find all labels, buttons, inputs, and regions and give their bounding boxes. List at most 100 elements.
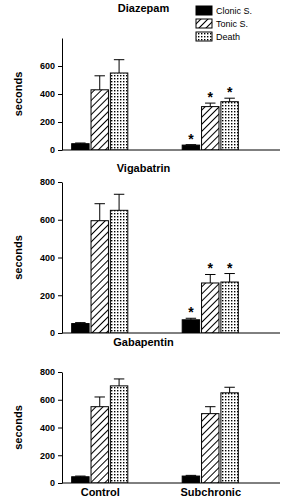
tick-mark xyxy=(58,258,62,259)
tick: 0 xyxy=(50,328,62,338)
tick: 600 xyxy=(40,395,62,405)
tick-label: 200 xyxy=(40,291,55,301)
title: Diazepam xyxy=(118,2,170,14)
error-bar xyxy=(95,76,105,90)
bar xyxy=(182,476,199,483)
tick-label: 800 xyxy=(40,367,55,377)
tick-mark xyxy=(58,428,62,429)
tick-mark xyxy=(58,295,62,296)
y-axis-title: seconds xyxy=(12,72,24,117)
tick-label: 200 xyxy=(40,451,55,461)
error-cap xyxy=(75,322,85,323)
y-axis-title: seconds xyxy=(12,235,24,280)
bar xyxy=(72,477,89,483)
error-line xyxy=(229,387,230,393)
tick-mark xyxy=(58,400,62,401)
plot-area xyxy=(72,379,239,483)
axis-line xyxy=(62,333,280,334)
panel: Diazepamseconds***0200400600Clonic S.Ton… xyxy=(12,2,280,155)
tick-label: 400 xyxy=(40,423,55,433)
error-cap xyxy=(186,475,196,476)
bar xyxy=(91,221,108,333)
y-axis: 0200400600 xyxy=(40,39,63,156)
error-cap xyxy=(114,59,124,60)
tick-label: 600 xyxy=(40,395,55,405)
tick: 200 xyxy=(40,451,62,461)
annotation: * xyxy=(188,131,194,147)
tick: 800 xyxy=(40,367,62,377)
tick-label: 0 xyxy=(50,145,55,155)
error-bar xyxy=(224,387,234,393)
tick: Subchronic xyxy=(181,486,242,498)
legend-label: Tonic S. xyxy=(216,19,248,29)
error-cap xyxy=(224,387,234,388)
annotation: * xyxy=(227,260,233,276)
error-bar xyxy=(114,60,124,73)
tick-mark xyxy=(58,455,62,456)
error-bar xyxy=(186,475,196,477)
error-bar xyxy=(75,322,85,324)
title: Gabapentin xyxy=(113,336,174,348)
x-axis: Control Subchronic xyxy=(62,483,280,498)
tick-label: 400 xyxy=(40,89,55,99)
axis-line xyxy=(62,150,280,151)
annotation: * xyxy=(188,304,194,320)
plot-area xyxy=(72,60,239,150)
legend-swatch xyxy=(196,32,212,41)
title: Vigabatrin xyxy=(117,162,171,174)
error-line xyxy=(210,407,211,414)
tick: 600 xyxy=(40,215,62,225)
error-cap xyxy=(75,143,85,144)
y-axis: 0200400600800 xyxy=(40,177,63,338)
tick-label: 400 xyxy=(40,253,55,263)
annotation: * xyxy=(208,89,214,105)
tick-mark xyxy=(58,483,62,484)
error-cap xyxy=(95,396,105,397)
legend-swatch xyxy=(196,6,212,15)
bar xyxy=(110,73,127,150)
error-line xyxy=(119,379,120,386)
tick: 200 xyxy=(40,117,62,127)
error-line xyxy=(99,76,100,90)
y-axis: 0 200 400 600 800 xyxy=(40,367,63,488)
error-cap xyxy=(95,75,105,76)
x-axis xyxy=(62,150,280,151)
plot-area xyxy=(72,194,239,333)
figure: Diazepamseconds***0200400600Clonic S.Ton… xyxy=(0,0,287,500)
tick-mark xyxy=(58,122,62,123)
tick-label: 600 xyxy=(40,215,55,225)
annotation: * xyxy=(227,84,233,100)
tick-label: 0 xyxy=(50,478,55,488)
tick-mark xyxy=(58,220,62,221)
bar xyxy=(182,320,199,333)
tick-mark xyxy=(58,333,62,334)
y-axis-title: seconds xyxy=(12,405,24,450)
legend-label: Death xyxy=(216,32,240,42)
tick-label: 200 xyxy=(40,117,55,127)
panel: Gabapentin seconds 0 200 400 600 800 Control Sub… xyxy=(12,336,280,498)
annotation: * xyxy=(208,260,214,276)
bar xyxy=(202,414,219,483)
axis-line xyxy=(62,39,63,151)
bar xyxy=(221,393,238,483)
axis-line xyxy=(62,373,63,484)
bar xyxy=(72,324,89,333)
tick-mark xyxy=(58,66,62,67)
error-line xyxy=(119,194,120,210)
tick-mark xyxy=(58,372,62,373)
tick: 400 xyxy=(40,253,62,263)
tick-label: Subchronic xyxy=(181,486,242,498)
tick: 200 xyxy=(40,291,62,301)
tick-mark xyxy=(58,94,62,95)
x-axis xyxy=(62,333,280,334)
axis-line xyxy=(62,183,63,334)
bar xyxy=(110,210,127,333)
error-bar xyxy=(114,379,124,386)
error-line xyxy=(99,397,100,407)
tick: 0 xyxy=(50,478,62,488)
error-cap xyxy=(205,406,215,407)
error-bar xyxy=(205,407,215,414)
tick: Control xyxy=(81,486,120,498)
bar xyxy=(202,107,219,150)
error-line xyxy=(99,204,100,221)
